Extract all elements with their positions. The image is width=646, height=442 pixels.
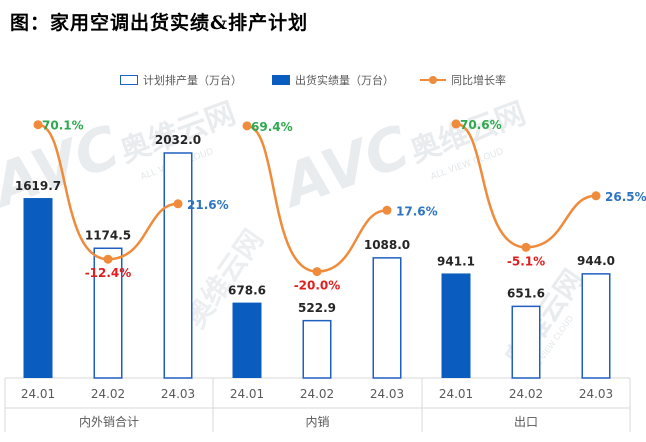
bar-value-label: 678.6: [228, 284, 266, 298]
growth-rate-label: -5.1%: [507, 254, 545, 268]
growth-point: [521, 242, 531, 252]
growth-rate-label: -20.0%: [294, 279, 341, 293]
growth-rate-label: 26.5%: [605, 190, 646, 204]
x-tick-label: 24.01: [439, 387, 473, 401]
x-tick-label: 24.02: [91, 387, 125, 401]
chart-title: 图：家用空调出货实绩&排产计划: [10, 12, 309, 34]
growth-point: [103, 254, 113, 264]
x-tick-label: 24.01: [21, 387, 55, 401]
bar-value-label: 1619.7: [15, 179, 61, 193]
legend-label-actual: 出货实绩量（万台）: [295, 74, 394, 87]
bar-plan: [511, 305, 541, 379]
x-tick-label: 24.03: [579, 387, 613, 401]
bar-value-label: 2032.0: [155, 133, 201, 147]
group-label: 出口: [514, 415, 538, 429]
growth-point: [173, 199, 183, 209]
labels-layer: 1619.7 1174.5 2032.0 678.6 522.9 1088.0 941.1 6…: [15, 118, 646, 315]
bar-plan: [93, 247, 123, 379]
legend-swatch-actual: [272, 75, 290, 85]
legend-label-plan: 计划排产量（万台）: [143, 74, 242, 87]
growth-point: [312, 267, 322, 277]
growth-point: [242, 121, 252, 131]
growth-rate-label: 21.6%: [187, 198, 229, 212]
growth-rate-label: 70.6%: [460, 118, 502, 132]
growth-point: [451, 119, 461, 129]
legend-swatch-plan: [120, 75, 138, 85]
x-tick-label: 24.01: [230, 387, 264, 401]
group-label: 内销: [305, 415, 329, 429]
bar-plan: [372, 257, 402, 379]
bar-value-label: 1174.5: [85, 229, 131, 243]
growth-line-segment: [246, 124, 388, 273]
legend-swatch-rate: [420, 74, 446, 86]
x-tick-label: 24.03: [370, 387, 404, 401]
x-tick-label: 24.02: [300, 387, 334, 401]
bar-actual: [23, 198, 53, 378]
growth-line-segment: [37, 123, 179, 261]
bar-value-label: 1088.0: [364, 238, 410, 252]
x-tick-label: 24.03: [161, 387, 195, 401]
bar-value-label: 651.6: [507, 287, 545, 301]
growth-line-segment: [455, 122, 597, 249]
axes-layer: 24.01 24.02 24.03 24.01 24.02 24.03 24.01 24.02…: [4, 377, 631, 432]
bar-plan: [302, 319, 332, 379]
bar-value-label: 941.1: [437, 254, 475, 268]
growth-rate-label: 70.1%: [42, 119, 84, 133]
legend-item-rate: 同比增长率: [420, 72, 506, 88]
chart-legend: 计划排产量（万台） 出货实绩量（万台） 同比增长率: [0, 72, 646, 92]
growth-rate-label: 69.4%: [251, 120, 293, 134]
x-tick-label: 24.02: [509, 387, 543, 401]
bar-value-label: 944.0: [577, 254, 615, 268]
growth-line-layer: [33, 119, 601, 277]
group-label: 内外销合计: [79, 414, 139, 429]
bar-actual: [441, 273, 471, 378]
growth-point: [33, 120, 43, 130]
bar-actual: [232, 302, 262, 378]
growth-point: [382, 205, 392, 215]
growth-rate-label: -12.4%: [85, 266, 132, 280]
growth-point: [591, 191, 601, 201]
bars-layer: [23, 152, 611, 379]
growth-rate-label: 17.6%: [396, 204, 438, 218]
legend-label-rate: 同比增长率: [451, 74, 506, 87]
bar-plan: [163, 152, 193, 379]
legend-item-plan: 计划排产量（万台）: [120, 72, 242, 88]
bar-value-label: 522.9: [298, 301, 336, 315]
legend-item-actual: 出货实绩量（万台）: [272, 72, 394, 88]
bar-plan: [581, 273, 611, 379]
